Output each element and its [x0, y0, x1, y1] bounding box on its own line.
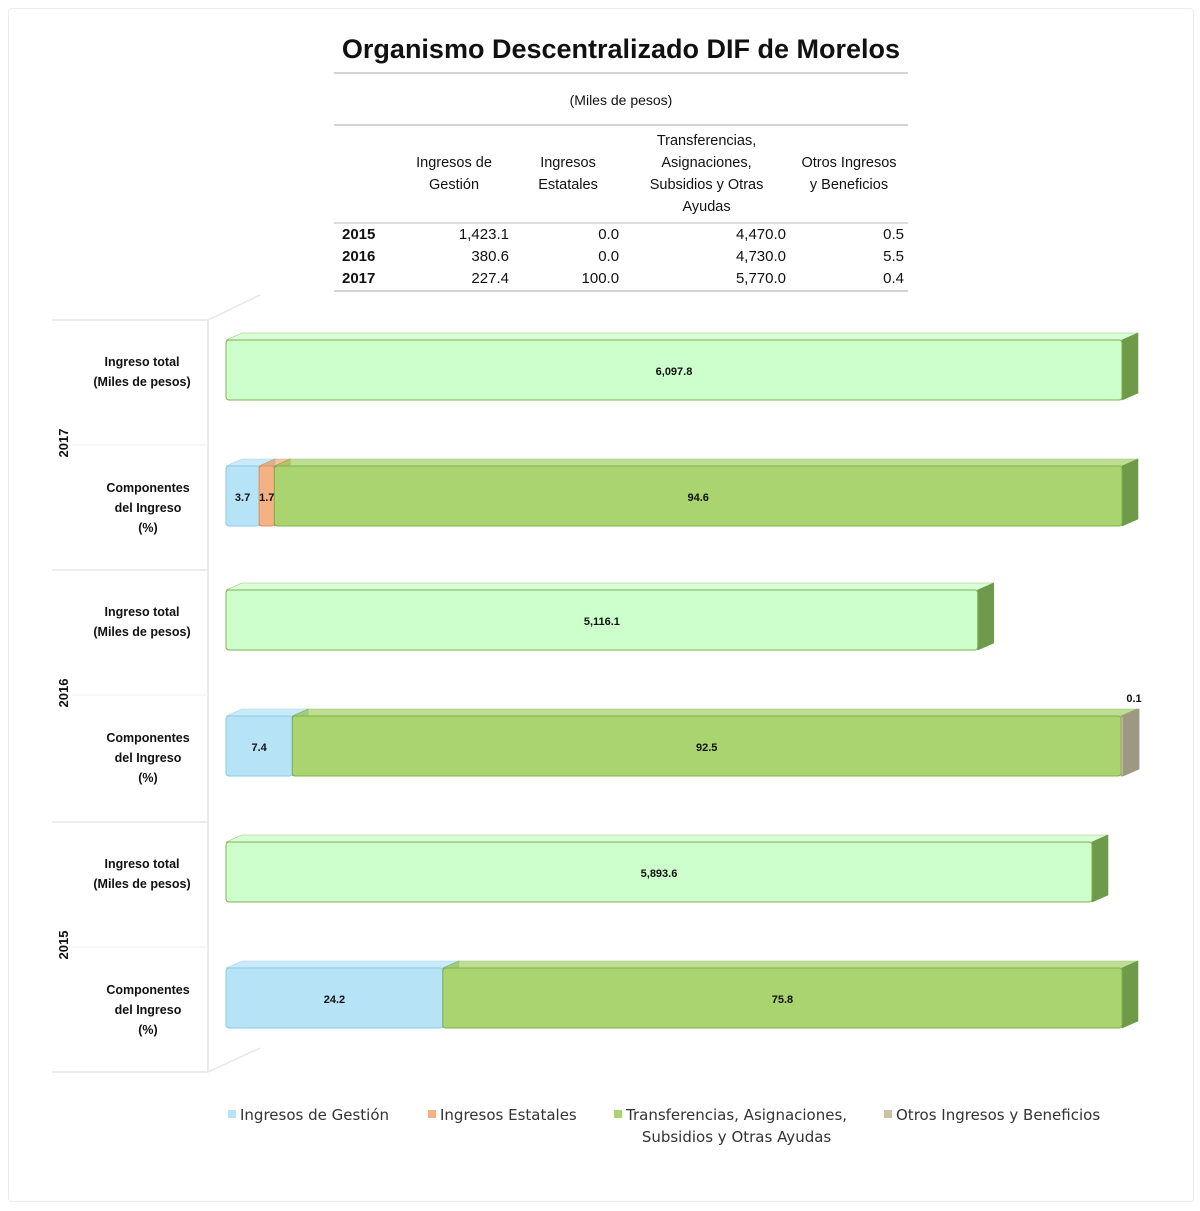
data-table: Ingresos de Gestión Ingresos Estatales Trans… — [334, 126, 908, 292]
segment-transferencias — [291, 708, 1138, 777]
year-label: 2015 — [56, 931, 71, 960]
table-row: 2016 380.6 0.0 4,730.0 5.5 — [334, 246, 908, 268]
table-cell: 1,423.1 — [458, 226, 509, 243]
legend-item: Otros Ingresos y Beneficios — [884, 1104, 1100, 1126]
total-value-label: 5,116.1 — [584, 616, 620, 628]
segment-value-label: 7.4 — [252, 742, 268, 754]
total-value-label: 5,893.6 — [641, 868, 678, 880]
table-row: 2015 1,423.1 0.0 4,470.0 0.5 — [334, 223, 908, 246]
components-label: Componentes del Ingreso (%) — [106, 983, 189, 1037]
stacked-bar-chart: 2017 Ingreso total (Miles de pesos) Compone… — [52, 294, 1142, 1073]
segment-transferencias — [442, 960, 1139, 1029]
legend-swatch — [428, 1110, 436, 1118]
legend-label: Otros Ingresos y Beneficios — [896, 1106, 1101, 1124]
table-body: 2015 1,423.1 0.0 4,470.0 0.5 2016 380.6 0.0 4,73… — [334, 223, 908, 292]
table-cell: 0.5 — [883, 226, 904, 243]
table-header-cell: Ingresos Estatales — [512, 126, 624, 224]
legend-swatch — [884, 1110, 892, 1118]
segment-value-label: 75.8 — [772, 994, 793, 1006]
legend-item: Ingresos de Gestión — [228, 1104, 389, 1126]
table-cell: 4,730.0 — [735, 248, 786, 265]
category-labels: 2017 Ingreso total (Miles de pesos) Compone… — [56, 355, 1142, 1037]
segment-transferencias — [273, 458, 1139, 527]
table-cell: 0.0 — [598, 248, 620, 265]
legend-swatch — [228, 1110, 236, 1118]
total-value-label: 6,097.8 — [656, 366, 693, 378]
bar-layer — [225, 332, 1140, 1029]
legend-item: Ingresos Estatales — [428, 1104, 577, 1126]
total-bar — [225, 834, 1109, 903]
table-cell: 380.6 — [471, 248, 509, 265]
total-label: Ingreso total (Miles de pesos) — [93, 857, 190, 891]
year-label: 2017 — [56, 429, 71, 458]
total-bar — [225, 332, 1139, 401]
table-header-cell: Ingresos de Gestión — [395, 126, 513, 224]
table-header-row: Ingresos de Gestión Ingresos Estatales Trans… — [334, 126, 908, 224]
total-bar — [225, 582, 995, 651]
segment-value-label: 92.5 — [696, 742, 717, 754]
summary-table: (Miles de pesos) Ingresos de Gestión Ingre… — [334, 72, 908, 292]
year-label: 2016 — [56, 679, 71, 708]
table-cell: 227.4 — [395, 268, 513, 292]
table-header-cell — [334, 126, 396, 224]
legend-label: Ingresos Estatales — [440, 1106, 577, 1124]
segment-value-label: 24.2 — [324, 994, 345, 1006]
legend-label: Transferencias, Asignaciones, Subsidios y… — [626, 1106, 848, 1146]
segment-value-label: 3.7 — [235, 492, 250, 504]
table-row: 2017 227.4 100.0 5,770.0 0.4 — [334, 268, 908, 292]
components-label: Componentes del Ingreso (%) — [106, 731, 189, 785]
chart-title: Organismo Descentralizado DIF de Morelos — [341, 34, 901, 64]
table-cell: 5.5 — [883, 248, 904, 265]
table-units: (Miles de pesos) — [569, 92, 673, 108]
table-header-rule — [334, 124, 908, 126]
table-year-cell: 2016 — [342, 248, 376, 265]
table-year-cell: 2015 — [342, 226, 376, 243]
table-cell: 5,770.0 — [623, 268, 790, 292]
components-label: Componentes del Ingreso (%) — [106, 481, 189, 535]
table-header-cell: Otros Ingresos y Beneficios — [789, 126, 908, 224]
chart-frame-lines — [52, 294, 261, 1073]
table-year-cell: 2017 — [334, 268, 396, 292]
legend-swatch — [614, 1110, 622, 1118]
legend-item: Transferencias, Asignaciones, Subsidios y… — [614, 1104, 847, 1148]
segment-value-label: 0.1 — [1126, 693, 1141, 705]
segment-value-label: 94.6 — [687, 492, 708, 504]
table-header-cell: Transferencias, Asignaciones, Subsidios y … — [623, 126, 790, 224]
total-label: Ingreso total (Miles de pesos) — [93, 605, 190, 639]
legend-label: Ingresos de Gestión — [240, 1106, 390, 1124]
table-cell: 4,470.0 — [735, 226, 786, 243]
table-top-rule — [334, 72, 908, 74]
chart-legend: Ingresos de Gestión Ingresos Estatales Tra… — [228, 1104, 1128, 1164]
segment-value-label: 1.7 — [259, 492, 274, 504]
segment-otros — [1120, 708, 1140, 777]
total-label: Ingreso total (Miles de pesos) — [93, 355, 190, 389]
table-cell: 0.0 — [598, 226, 620, 243]
table-cell: 0.4 — [789, 268, 908, 292]
table-cell: 100.0 — [512, 268, 624, 292]
